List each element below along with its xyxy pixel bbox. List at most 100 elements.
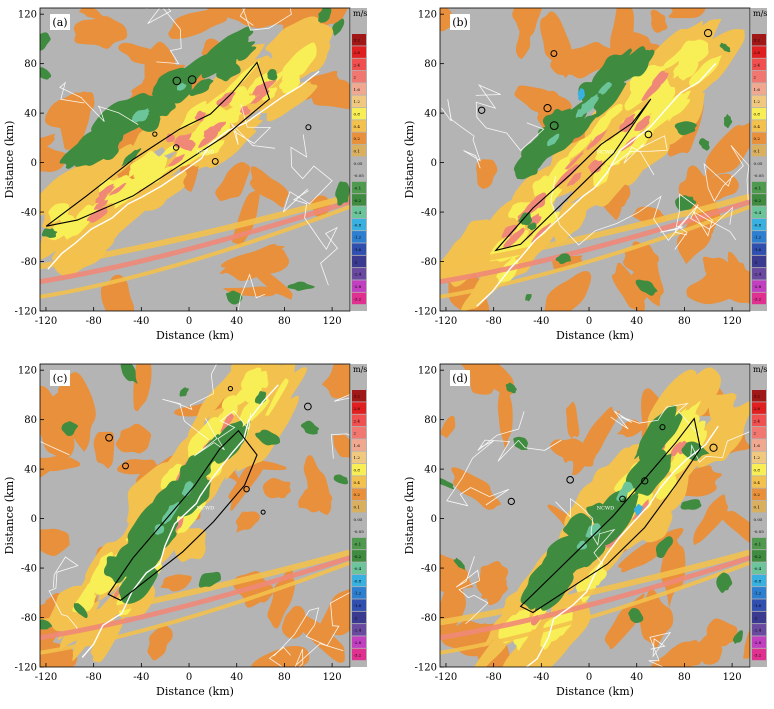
colorbar-level: 2	[354, 431, 357, 436]
colorbar-level: 0.4	[354, 480, 361, 485]
updraft-streak	[40, 204, 350, 299]
colorbar-swatch	[352, 513, 366, 525]
x-tick-label: -40	[533, 672, 549, 683]
radar-site-label: NCWD	[197, 150, 214, 156]
updraft-streak	[40, 199, 350, 285]
colorbar-level: -0.1	[354, 541, 362, 546]
velocity-field	[40, 8, 350, 311]
colorbar-level: 0.2	[354, 492, 361, 497]
colorbar-swatch	[752, 476, 766, 488]
downdraft-patch-strong	[176, 82, 187, 91]
panel-label-box	[450, 370, 470, 386]
downdraft-patch-strong	[181, 481, 194, 497]
y-tick-label: 120	[418, 366, 437, 377]
downdraft-patch	[636, 413, 672, 456]
contour-cell	[152, 131, 158, 137]
updraft-patch-peak	[588, 159, 603, 174]
updraft-patch-strong	[160, 463, 186, 490]
colorbar-swatch	[752, 181, 766, 194]
updraft-patch-weak	[440, 415, 456, 438]
colorbar-level: 1.2	[354, 455, 361, 460]
plot-frame	[39, 363, 351, 668]
x-tick-label: 120	[323, 316, 342, 327]
colorbar-level: -0.1	[754, 541, 762, 546]
colorbar-swatch	[752, 292, 766, 305]
colorbar-swatch	[752, 636, 766, 648]
colorbar-swatch	[352, 157, 366, 169]
colorbar-level: -2.4	[754, 272, 762, 277]
updraft-patch-weak	[743, 630, 750, 660]
colorbar-swatch	[752, 562, 766, 574]
colorbar-level: -0.2	[354, 554, 362, 559]
downdraft-patch	[518, 212, 533, 226]
downdraft-patch	[120, 364, 138, 384]
colorbar-level: -0.2	[754, 198, 762, 203]
velocity-field	[440, 8, 750, 311]
updraft-patch-peak	[203, 126, 217, 139]
colorbar-level: -1.6	[354, 247, 362, 252]
updraft-patch-moderate	[708, 392, 737, 427]
downdraft-patch-strong	[132, 109, 149, 122]
contour-cell	[507, 497, 515, 506]
updraft-patch-weak	[228, 457, 265, 511]
updraft-patch-strong	[224, 60, 260, 93]
reflectivity-contour	[519, 417, 701, 614]
x-tick-label: 80	[678, 672, 691, 683]
updraft-patch-peak	[641, 79, 662, 101]
y-tick-label: 80	[424, 59, 437, 70]
updraft-patch-weak	[611, 262, 645, 311]
contour-cell	[260, 509, 266, 515]
panel-label: (d)	[452, 372, 468, 385]
colorbar-swatch	[352, 624, 366, 636]
updraft-patch-strong	[76, 204, 98, 225]
y-tick-label: 40	[24, 465, 37, 476]
colorbar-level: 3.2	[354, 394, 361, 399]
downdraft-patch	[680, 499, 702, 510]
y-tick-label: 0	[31, 158, 37, 169]
colorbar-level: -0.4	[354, 210, 362, 215]
colorbar-level: -0.8	[754, 578, 762, 583]
updraft-patch-strong	[249, 370, 269, 390]
downdraft-patch	[527, 222, 537, 231]
boundary-line	[455, 556, 489, 625]
updraft-patch-moderate	[570, 135, 609, 174]
colorbar-level: 0.2	[354, 136, 361, 141]
downdraft-peak	[634, 504, 643, 516]
colorbar-level: -0.1	[354, 185, 362, 190]
contour-cell	[172, 144, 180, 151]
updraft-patch-weak	[133, 364, 152, 412]
updraft-patch-moderate	[549, 617, 586, 656]
colorbar-swatch	[352, 550, 366, 562]
x-tick-label: 40	[630, 316, 643, 327]
colorbar-level: -3.2	[754, 652, 762, 657]
downdraft-patch	[333, 474, 349, 485]
colorbar-swatch	[352, 95, 366, 108]
downdraft-patch	[440, 477, 455, 490]
panel-label: (b)	[452, 16, 468, 29]
updraft-patch-peak	[95, 194, 108, 204]
updraft-patch-weak	[549, 438, 596, 467]
updraft-patch-strong	[542, 187, 563, 208]
colorbar-swatch	[752, 268, 766, 280]
colorbar-swatch	[352, 562, 366, 574]
panel-label-box	[450, 14, 470, 30]
colorbar-swatch	[752, 426, 766, 439]
colorbar-level: 1.6	[754, 87, 761, 92]
colorbar-swatch	[352, 206, 366, 218]
colorbar-level: 0.05	[754, 161, 763, 166]
downdraft-patch	[723, 114, 733, 129]
colorbar-level: -2	[754, 259, 758, 264]
contour-cell	[566, 476, 574, 484]
colorbar-swatch	[752, 587, 766, 599]
contour-cell	[478, 106, 486, 114]
colorbar-swatch	[352, 414, 366, 427]
updraft-patch-strong	[593, 164, 610, 188]
boundary-line	[703, 145, 750, 202]
y-tick-label: -120	[15, 307, 37, 318]
downdraft-patch	[453, 557, 466, 570]
updraft-patch-peak	[198, 131, 219, 148]
updraft-streak	[440, 555, 750, 641]
downdraft-patch	[516, 141, 553, 175]
updraft-patch-weak	[565, 401, 580, 438]
downdraft-patch-strong	[616, 486, 629, 502]
